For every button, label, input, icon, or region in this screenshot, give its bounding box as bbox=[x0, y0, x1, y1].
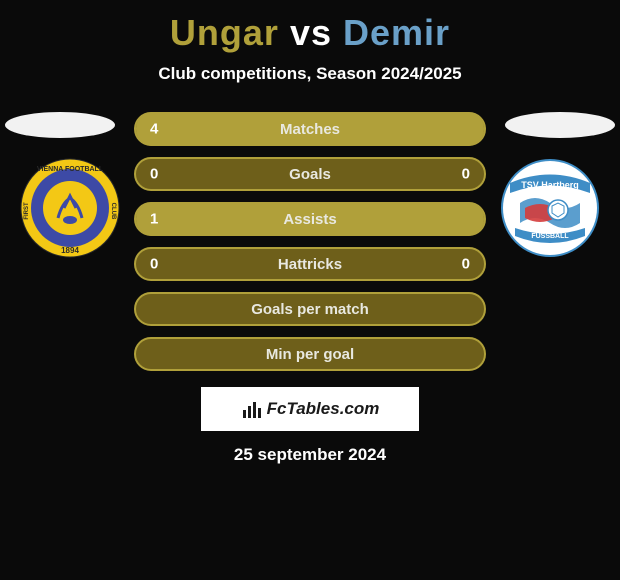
hartberg-badge-icon: TSV Hartberg FUSSBALL bbox=[500, 158, 600, 258]
stat-row: 4 Matches bbox=[134, 112, 486, 146]
stat-label: Hattricks bbox=[278, 256, 342, 273]
svg-text:VIENNA FOOTBALL: VIENNA FOOTBALL bbox=[37, 166, 104, 173]
brand-text: FcTables.com bbox=[267, 399, 380, 419]
stat-row: 0 0 Goals bbox=[134, 157, 486, 191]
comparison-subtitle: Club competitions, Season 2024/2025 bbox=[0, 64, 620, 84]
svg-text:CLUB: CLUB bbox=[110, 203, 116, 220]
svg-text:FIRST: FIRST bbox=[24, 202, 30, 220]
player-right-name: Demir bbox=[343, 12, 450, 53]
stat-label: Goals bbox=[289, 166, 331, 183]
stat-value-left: 4 bbox=[150, 121, 158, 138]
stat-row: 0 0 Hattricks bbox=[134, 247, 486, 281]
vs-separator: vs bbox=[290, 12, 332, 53]
stat-value-left: 0 bbox=[150, 256, 158, 273]
chart-icon bbox=[241, 398, 263, 420]
vienna-badge-icon: VIENNA FOOTBALL 1894 FIRST CLUB bbox=[20, 158, 120, 258]
stat-row: Goals per match bbox=[134, 292, 486, 326]
svg-text:FUSSBALL: FUSSBALL bbox=[531, 233, 569, 240]
club-badge-left: VIENNA FOOTBALL 1894 FIRST CLUB bbox=[20, 158, 120, 258]
stat-label: Matches bbox=[280, 121, 340, 138]
stats-container: VIENNA FOOTBALL 1894 FIRST CLUB TSV Hart… bbox=[0, 112, 620, 371]
stat-row: 1 Assists bbox=[134, 202, 486, 236]
comparison-title: Ungar vs Demir bbox=[0, 0, 620, 54]
footer-date: 25 september 2024 bbox=[0, 445, 620, 465]
stat-value-right: 0 bbox=[462, 256, 470, 273]
svg-text:TSV Hartberg: TSV Hartberg bbox=[521, 180, 579, 190]
stat-label: Assists bbox=[283, 211, 336, 228]
svg-text:1894: 1894 bbox=[61, 246, 79, 255]
name-tag-left bbox=[5, 112, 115, 138]
stat-value-left: 0 bbox=[150, 166, 158, 183]
stat-label: Goals per match bbox=[251, 301, 369, 318]
stat-row: Min per goal bbox=[134, 337, 486, 371]
name-tag-right bbox=[505, 112, 615, 138]
stat-value-left: 1 bbox=[150, 211, 158, 228]
brand-logo: FcTables.com bbox=[201, 387, 419, 431]
stat-label: Min per goal bbox=[266, 346, 354, 363]
stat-rows: 4 Matches 0 0 Goals 1 Assists 0 0 Hattricks Goals … bbox=[134, 112, 486, 371]
stat-value-right: 0 bbox=[462, 166, 470, 183]
player-left-name: Ungar bbox=[170, 12, 279, 53]
club-badge-right: TSV Hartberg FUSSBALL bbox=[500, 158, 600, 258]
